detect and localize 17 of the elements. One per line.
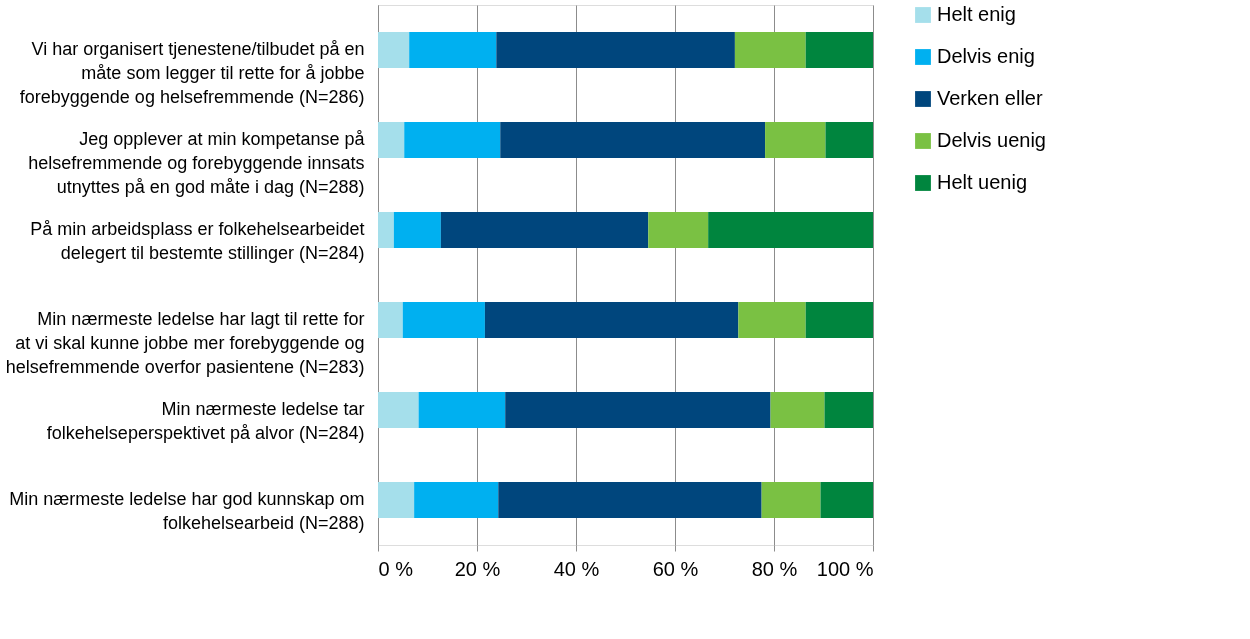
y-tick-label: Vi har organisert tjenestene/tilbudet på en måte som legger til rette for å jobbe forebyggende og helsefremmende (N=286)	[19, 39, 365, 107]
legend-label: Delvis uenig	[937, 129, 1046, 151]
y-tick-label: På min arbeidsplass er folkehelsearbeidet delegert til bestemte stillinger (N=284)	[30, 219, 365, 263]
y-tick-label: Min nærmeste ledelse tar folkehelseperspektivet på alvor (N=284)	[46, 399, 365, 443]
legend-label: Verken eller	[937, 87, 1043, 109]
x-tick-label: 20 %	[454, 557, 501, 580]
y-tick-label: Jeg opplever at min kompetanse på helsefremmende og forebyggende innsats utnyttes på en god måte i dag (N=288)	[28, 129, 366, 197]
x-tick-label: 40 %	[553, 557, 600, 580]
y-tick-label: Min nærmeste ledelse har god kunnskap om folkehelsearbeid (N=288)	[9, 489, 365, 533]
x-tick-label: 100 %	[816, 557, 874, 580]
x-tick-label: 60 %	[652, 557, 699, 580]
legend-label: Helt enig	[937, 3, 1016, 25]
x-tick-label: 80 %	[751, 557, 798, 580]
x-tick-label: 0 %	[378, 557, 414, 580]
legend-label: Helt uenig	[937, 171, 1028, 193]
legend-label: Delvis enig	[937, 45, 1035, 67]
y-tick-label: Min nærmeste ledelse har lagt til rette for at vi skal kunne jobbe mer forebyggende og helsefremmende overfor pasientene (N=283)	[5, 309, 365, 377]
